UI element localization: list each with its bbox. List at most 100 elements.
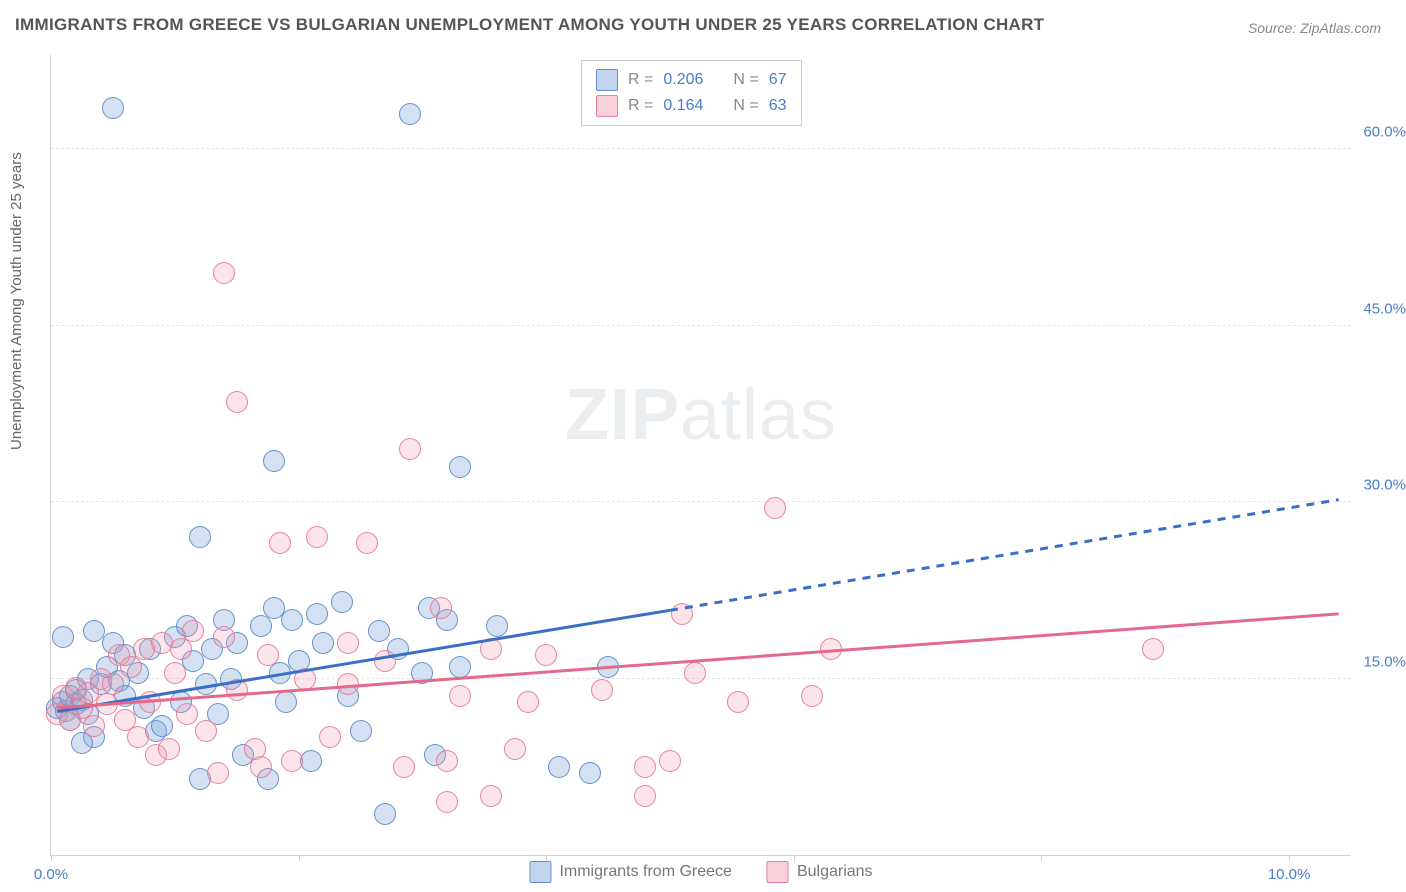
x-tick-mark xyxy=(1289,855,1290,861)
data-point xyxy=(269,532,291,554)
data-point xyxy=(176,703,198,725)
y-tick-label: 15.0% xyxy=(1363,653,1406,670)
data-point xyxy=(820,638,842,660)
y-tick-label: 30.0% xyxy=(1363,477,1406,494)
data-point xyxy=(164,662,186,684)
data-point xyxy=(374,650,396,672)
square-icon xyxy=(767,861,789,883)
y-tick-label: 60.0% xyxy=(1363,124,1406,141)
data-point xyxy=(436,750,458,772)
trend-lines-layer xyxy=(51,55,1351,855)
correlation-legend: R = 0.206 N = 67 R = 0.164 N = 63 xyxy=(581,60,802,126)
x-tick-mark xyxy=(299,855,300,861)
x-tick-mark xyxy=(51,855,52,861)
trend-line xyxy=(57,614,1338,708)
legend-row: R = 0.206 N = 67 xyxy=(596,67,787,93)
n-label: N = xyxy=(733,97,758,115)
r-label: R = xyxy=(628,97,653,115)
data-point xyxy=(213,262,235,284)
data-point xyxy=(151,715,173,737)
source-label: Source: ZipAtlas.com xyxy=(1248,20,1381,36)
data-point xyxy=(634,756,656,778)
legend-label-bulgarians: Bulgarians xyxy=(797,863,873,881)
data-point xyxy=(102,673,124,695)
data-point xyxy=(96,693,118,715)
data-point xyxy=(306,603,328,625)
chart-title: IMMIGRANTS FROM GREECE VS BULGARIAN UNEM… xyxy=(15,15,1044,35)
data-point xyxy=(102,97,124,119)
data-point xyxy=(548,756,570,778)
data-point xyxy=(213,626,235,648)
data-point xyxy=(263,450,285,472)
gridline xyxy=(51,501,1351,502)
data-point xyxy=(659,750,681,772)
data-point xyxy=(504,738,526,760)
data-point xyxy=(226,391,248,413)
data-point xyxy=(597,656,619,678)
data-point xyxy=(312,632,334,654)
data-point xyxy=(337,632,359,654)
series-legend: Immigrants from Greece Bulgarians xyxy=(529,861,872,883)
data-point xyxy=(275,691,297,713)
data-point xyxy=(250,756,272,778)
data-point xyxy=(801,685,823,707)
data-point xyxy=(195,720,217,742)
data-point xyxy=(189,526,211,548)
data-point xyxy=(207,762,229,784)
data-point xyxy=(764,497,786,519)
watermark-bold: ZIP xyxy=(565,375,680,455)
data-point xyxy=(257,644,279,666)
data-point xyxy=(127,726,149,748)
data-point xyxy=(535,644,557,666)
data-point xyxy=(449,456,471,478)
data-point xyxy=(436,791,458,813)
data-point xyxy=(374,803,396,825)
data-point xyxy=(368,620,390,642)
data-point xyxy=(399,438,421,460)
data-point xyxy=(281,609,303,631)
r-value: 0.206 xyxy=(663,71,703,89)
data-point xyxy=(634,785,656,807)
x-tick-label: 10.0% xyxy=(1268,866,1311,883)
data-point xyxy=(319,726,341,748)
data-point xyxy=(486,615,508,637)
y-tick-label: 45.0% xyxy=(1363,300,1406,317)
square-icon xyxy=(596,69,618,91)
legend-row: R = 0.164 N = 63 xyxy=(596,93,787,119)
legend-label-greece: Immigrants from Greece xyxy=(559,863,731,881)
square-icon xyxy=(529,861,551,883)
data-point xyxy=(684,662,706,684)
gridline xyxy=(51,148,1351,149)
legend-item-greece: Immigrants from Greece xyxy=(529,861,731,883)
data-point xyxy=(158,738,180,760)
data-point xyxy=(449,685,471,707)
x-tick-label: 0.0% xyxy=(34,866,68,883)
data-point xyxy=(52,626,74,648)
data-point xyxy=(356,532,378,554)
data-point xyxy=(281,750,303,772)
data-point xyxy=(182,620,204,642)
data-point xyxy=(480,785,502,807)
data-point xyxy=(591,679,613,701)
square-icon xyxy=(596,95,618,117)
y-axis-label: Unemployment Among Youth under 25 years xyxy=(8,152,25,450)
data-point xyxy=(226,679,248,701)
x-tick-mark xyxy=(1041,855,1042,861)
n-value: 67 xyxy=(769,71,787,89)
scatter-plot: ZIPatlas R =0.206N =67R =0.164N =63 Immi… xyxy=(50,55,1351,856)
data-point xyxy=(337,673,359,695)
n-value: 63 xyxy=(769,97,787,115)
data-point xyxy=(331,591,353,613)
legend-item-bulgarians: Bulgarians xyxy=(767,861,873,883)
n-label: N = xyxy=(733,71,758,89)
data-point xyxy=(399,103,421,125)
x-tick-mark xyxy=(546,855,547,861)
gridline xyxy=(51,325,1351,326)
watermark: ZIPatlas xyxy=(565,374,837,456)
r-value: 0.164 xyxy=(663,97,703,115)
x-tick-mark xyxy=(794,855,795,861)
data-point xyxy=(579,762,601,784)
data-point xyxy=(480,638,502,660)
r-label: R = xyxy=(628,71,653,89)
data-point xyxy=(195,673,217,695)
